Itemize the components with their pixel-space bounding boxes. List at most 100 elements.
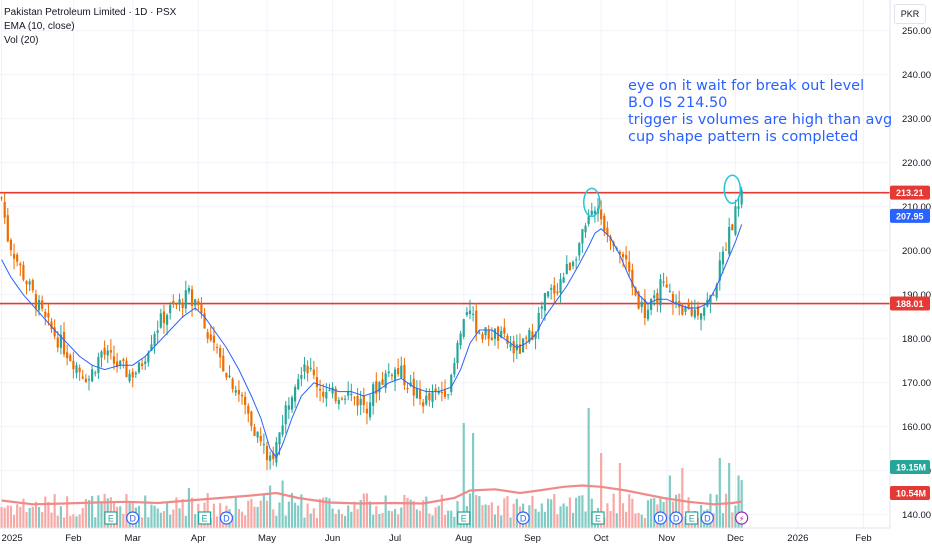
volume-bar [159,512,162,528]
candle [490,327,493,341]
candle [231,377,234,393]
dividend-marker[interactable]: D [669,511,683,525]
volume-bar [375,506,378,528]
candle [194,298,197,311]
candle-body [200,304,203,314]
dividend-marker[interactable]: D [653,511,668,525]
candle [650,297,653,316]
candle [56,331,59,353]
candle-body [353,397,356,399]
volume-bar [22,498,25,528]
candle-body [31,280,34,291]
candle-body [203,313,206,329]
candle-body [3,201,6,218]
event-markers[interactable]: E D E D E D E D D E D ⚡ [104,511,749,525]
candle-body [362,395,365,406]
candle-body [518,344,522,354]
candle-body [69,355,72,362]
volume-bar [397,514,400,528]
volume-bar [712,512,715,528]
candle-body [178,299,181,305]
candle [53,319,56,340]
candle [78,364,81,381]
volume-bar [387,510,390,528]
annotation-line-4: cup shape pattern is completed [628,129,859,145]
time-axis[interactable]: 2025 Feb Mar Apr May Jun Jul Aug Sep Oct Nov Dec 202… [0,527,890,544]
candle [25,280,28,295]
dividend-marker-circle [219,511,234,525]
price-tick-label: 170.00 [902,378,931,389]
candle [250,410,253,432]
candle [447,393,450,400]
volume-bar [47,501,50,528]
candle-body [428,392,431,401]
dividend-marker[interactable]: D [126,511,140,525]
earnings-marker[interactable]: E [457,511,471,525]
candle-body [119,360,122,366]
earnings-marker[interactable]: E [591,511,605,525]
volume-bar [303,517,306,528]
candle-body [356,395,359,406]
ema-legend-label[interactable]: EMA (10, close) [4,21,75,32]
candle [137,361,141,375]
volume-bar [87,500,91,528]
candle-body [668,290,671,292]
candle [72,351,75,379]
volume-legend-label[interactable]: Vol (20) [4,35,39,46]
candle-body [237,390,240,395]
split-marker[interactable]: ⚡ [735,511,749,525]
candle [681,303,684,316]
volume-bar [356,509,359,528]
candle-body [81,376,84,379]
earnings-marker[interactable]: E [685,511,699,525]
candle [103,340,106,360]
dividend-marker[interactable]: D [219,511,234,525]
candle-body [368,402,372,418]
candle-body [159,313,162,328]
dividend-marker[interactable]: D [700,511,714,525]
earnings-marker-box [197,511,212,525]
drawing-circles[interactable] [583,174,742,218]
candle-body [281,425,284,435]
volume-bar [184,515,187,528]
volume-bar [215,516,219,528]
horizontal-levels[interactable] [0,191,890,305]
candle-body [650,299,653,310]
currency-button[interactable]: PKR [894,4,926,24]
price-axis[interactable]: 140.00150.00160.00170.00180.00190.00200.… [889,0,931,528]
volume-bar [309,513,312,528]
highlight-circle [583,187,601,218]
volume-bar [681,468,684,528]
candle [472,306,475,322]
candle-body [22,264,25,280]
volume-bar [531,495,534,528]
volume-bar [368,501,372,528]
volume-bar [81,507,84,528]
candle [643,289,646,326]
volume-bar [318,498,322,528]
candle [418,380,422,406]
candle [578,241,581,261]
volume-bar [515,498,518,528]
candle [350,383,353,401]
candle-body [712,294,715,296]
candle-body [600,209,603,220]
candle [437,386,440,396]
earnings-marker[interactable]: E [197,511,212,525]
candle-body [565,263,568,274]
dividend-marker[interactable]: D [516,511,530,525]
candle [640,296,643,313]
candle-body [37,299,41,311]
time-tick-label: Apr [191,533,206,544]
volume-bar [478,496,481,528]
text-annotation[interactable]: eye on it wait for break out level B.O I… [628,78,892,146]
candle [412,371,415,407]
candle-body [406,387,409,389]
candle-body [134,372,137,375]
symbol-title[interactable]: Pakistan Petroleum Limited · 1D · PSX [4,7,177,18]
earnings-marker[interactable]: E [104,511,118,525]
candle [256,431,259,443]
candle [237,380,240,402]
candle [665,276,668,288]
